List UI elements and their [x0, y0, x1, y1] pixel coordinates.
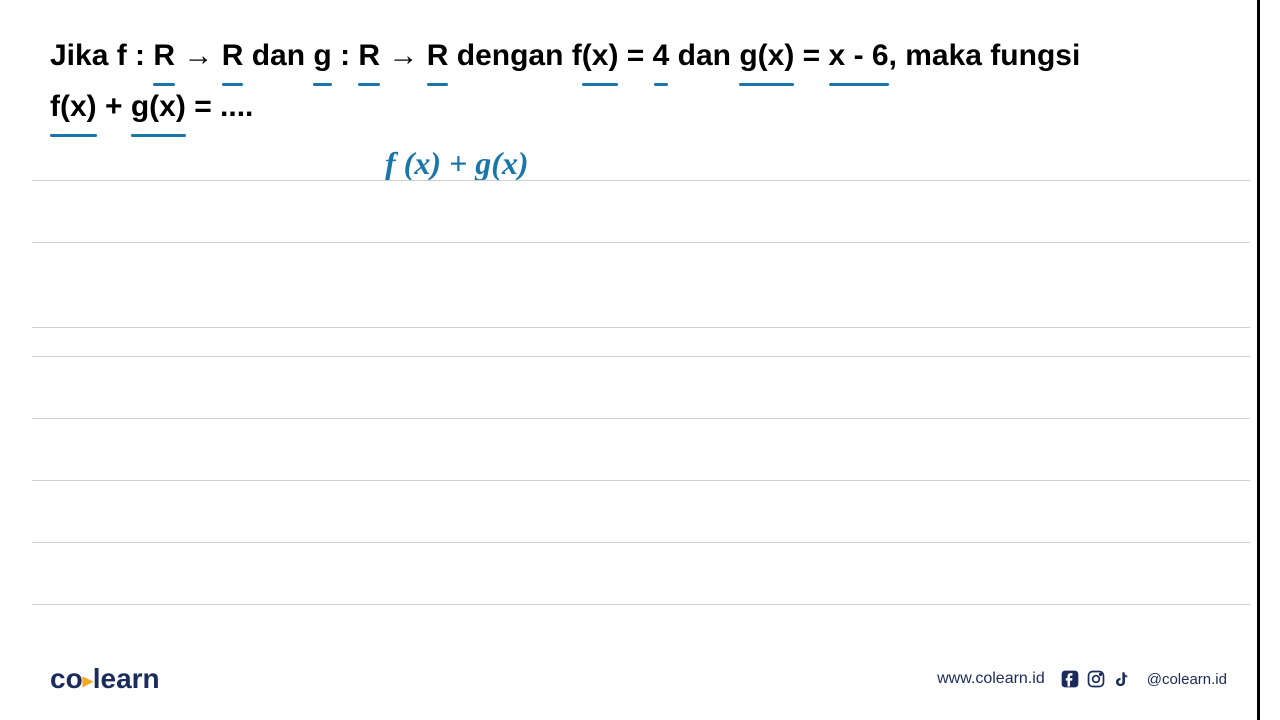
ruled-line	[32, 327, 1250, 328]
text: =	[794, 39, 828, 72]
tiktok-icon	[1112, 669, 1132, 689]
ruled-line	[32, 356, 1250, 357]
underlined-R1: R	[153, 30, 175, 81]
instagram-icon	[1086, 669, 1106, 689]
text: = ....	[186, 90, 254, 123]
ruled-lines-container	[32, 180, 1250, 666]
text: :	[332, 39, 359, 72]
problem-line-2: f(x) + g(x) = ....	[50, 81, 1230, 132]
text: dan	[669, 39, 739, 72]
ruled-line	[32, 604, 1250, 605]
logo-co: co	[50, 663, 83, 694]
underlined-fx2: f(x)	[50, 81, 97, 132]
underlined-R2: R	[222, 30, 244, 81]
underlined-gx: g(x)	[739, 30, 794, 81]
underlined-gx2: g(x)	[131, 81, 186, 132]
ruled-line	[32, 242, 1250, 243]
text: =	[618, 39, 652, 72]
content-area: Jika f : R → R dan g : R → R dengan f(x)…	[20, 0, 1260, 720]
text: Jika f :	[50, 39, 153, 72]
logo: co▸learn	[50, 663, 160, 695]
website-url: www.colearn.id	[937, 670, 1045, 688]
underlined-4: 4	[653, 30, 670, 81]
ruled-line	[32, 542, 1250, 543]
logo-learn: learn	[93, 663, 160, 694]
social-icons	[1060, 669, 1132, 689]
text: →	[175, 39, 222, 72]
handwritten-work: f (x) + g(x)	[385, 145, 529, 182]
text: +	[97, 90, 131, 123]
ruled-line	[32, 180, 1250, 181]
logo-dot: ▸	[83, 670, 93, 692]
underlined-g: g	[313, 30, 331, 81]
facebook-icon	[1060, 669, 1080, 689]
problem-statement: Jika f : R → R dan g : R → R dengan f(x)…	[50, 30, 1230, 132]
text: →	[380, 39, 427, 72]
footer-right: www.colearn.id @colearn.id	[937, 669, 1227, 689]
social-handle: @colearn.id	[1147, 671, 1227, 688]
underlined-xminus6: x - 6	[829, 30, 889, 81]
text: dan	[243, 39, 313, 72]
text: , maka fungsi	[889, 39, 1081, 72]
underlined-R3: R	[358, 30, 380, 81]
text: dengan f	[448, 39, 581, 72]
ruled-line	[32, 480, 1250, 481]
footer: co▸learn www.colearn.id @colearn.id	[50, 663, 1227, 695]
problem-line-1: Jika f : R → R dan g : R → R dengan f(x)…	[50, 30, 1230, 81]
underlined-fx: (x)	[582, 30, 619, 81]
underlined-R4: R	[427, 30, 449, 81]
ruled-line	[32, 418, 1250, 419]
